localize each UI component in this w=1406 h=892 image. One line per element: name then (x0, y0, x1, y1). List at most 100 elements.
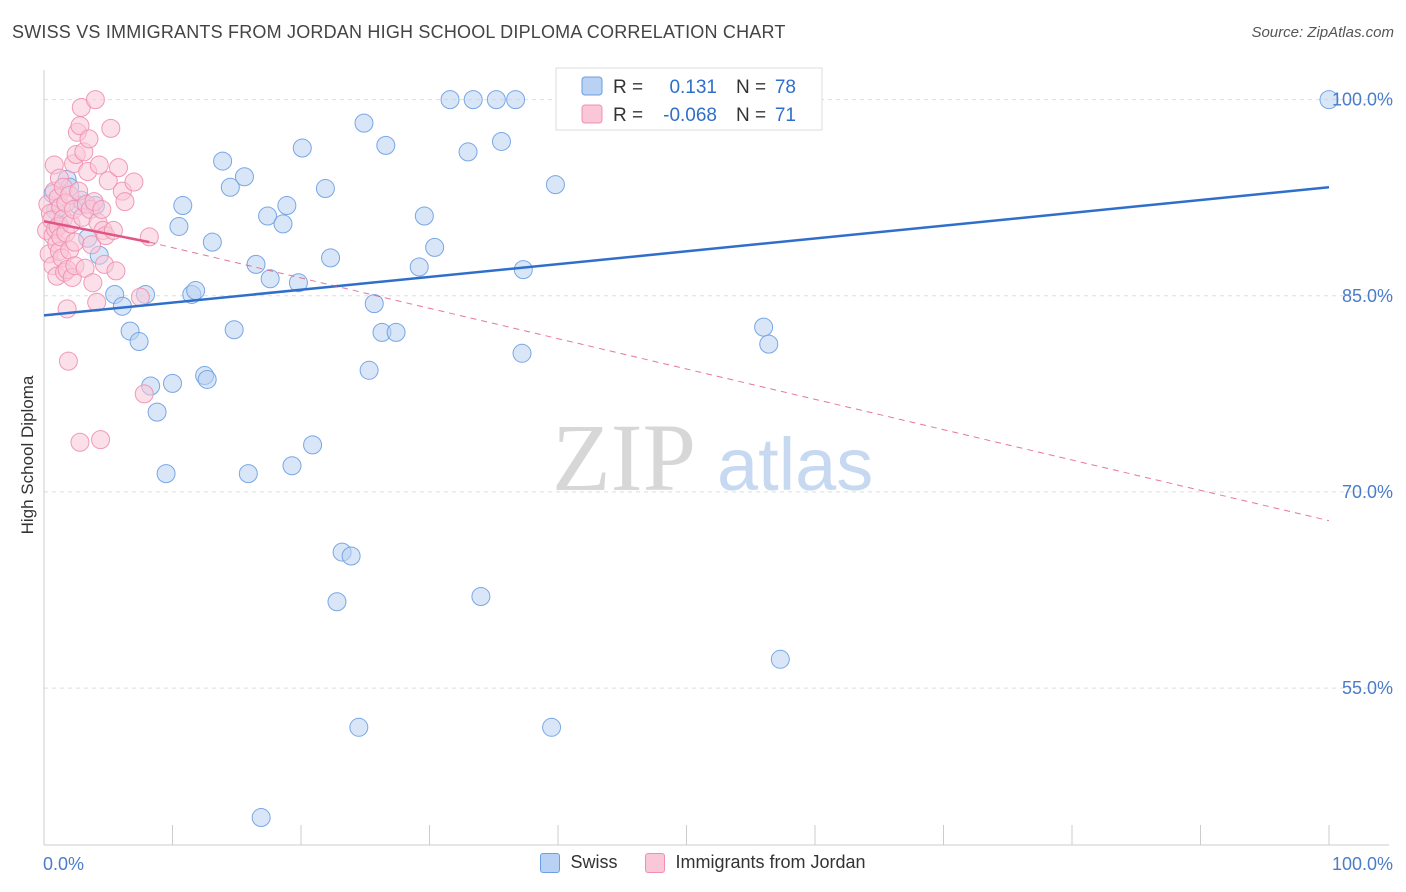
point-swiss-17 (156, 464, 176, 484)
stats-r-label-0: R = (613, 77, 643, 98)
point-swiss-61 (491, 131, 511, 151)
point-jordan-63 (106, 261, 126, 281)
point-swiss-77 (770, 649, 790, 669)
legend-label-1: Immigrants from Jordan (675, 852, 866, 872)
point-jordan-51 (85, 90, 105, 110)
legend-label-0: Swiss (570, 852, 618, 872)
stats-n-label-1: N = (736, 105, 766, 126)
point-swiss-49 (364, 294, 384, 314)
point-swiss-43 (327, 592, 347, 612)
point-swiss-24 (197, 369, 217, 389)
y-tick-label-0: 55.0% (1342, 678, 1393, 698)
point-swiss-31 (246, 254, 266, 274)
legend-item-1: Immigrants from Jordan (645, 852, 866, 873)
point-jordan-60 (98, 171, 118, 191)
stats-r-label-1: R = (613, 105, 643, 126)
stats-n-value-1: 71 (775, 105, 796, 126)
point-swiss-52 (386, 322, 406, 342)
stats-r-value-0: 0.131 (669, 77, 717, 98)
point-swiss-42 (321, 248, 341, 268)
point-swiss-34 (260, 269, 280, 289)
stats-n-label-0: N = (736, 77, 766, 98)
source-label: Source: ZipAtlas.com (1251, 24, 1394, 41)
point-swiss-19 (169, 216, 189, 236)
point-swiss-57 (458, 142, 478, 162)
point-swiss-59 (471, 587, 491, 607)
stats-legend-swatch-1 (581, 104, 603, 124)
watermark: ZIP atlas (552, 404, 873, 511)
point-jordan-67 (124, 172, 144, 192)
point-swiss-46 (349, 717, 369, 737)
point-swiss-20 (173, 196, 193, 216)
point-swiss-30 (238, 464, 258, 484)
point-swiss-65 (542, 717, 562, 737)
point-swiss-29 (234, 167, 254, 187)
point-swiss-51 (376, 135, 396, 155)
point-jordan-64 (109, 158, 129, 178)
watermark-atlas: atlas (717, 423, 873, 506)
axes (43, 70, 1389, 846)
point-swiss-62 (506, 90, 526, 110)
point-jordan-54 (89, 155, 109, 175)
watermark-zip: ZIP (552, 404, 696, 511)
point-jordan-33 (65, 232, 85, 252)
data-points (37, 90, 1339, 828)
y-tick-label-2: 85.0% (1342, 286, 1393, 306)
point-swiss-64 (513, 260, 533, 280)
point-swiss-78 (1319, 90, 1339, 110)
point-swiss-53 (409, 257, 429, 277)
point-swiss-54 (414, 206, 434, 226)
point-swiss-26 (213, 151, 233, 171)
stats-legend: R = 0.131 N = 78 R = -0.068 N = 71 (555, 67, 823, 131)
point-swiss-66 (545, 175, 565, 195)
point-swiss-35 (273, 214, 293, 234)
legend-item-0: Swiss (540, 852, 617, 873)
point-jordan-69 (134, 384, 154, 404)
point-jordan-61 (101, 118, 121, 138)
stats-r-value-1: -0.068 (663, 105, 717, 126)
point-jordan-24 (57, 299, 77, 319)
point-swiss-39 (292, 138, 312, 158)
point-swiss-27 (220, 177, 240, 197)
tick-labels: 55.0% 70.0% 85.0% 100.0% 0.0% 100.0% (43, 90, 1393, 874)
point-swiss-60 (486, 90, 506, 110)
point-swiss-25 (202, 232, 222, 252)
y-tick-label-3: 100.0% (1332, 90, 1393, 110)
point-swiss-56 (440, 90, 460, 110)
legend-swatch-0 (540, 852, 561, 873)
point-jordan-55 (91, 430, 111, 450)
point-swiss-18 (163, 373, 182, 393)
point-jordan-70 (139, 227, 159, 247)
point-swiss-33 (258, 206, 278, 226)
grid-lines (44, 99, 1389, 689)
point-swiss-63 (512, 343, 532, 363)
point-swiss-13 (129, 332, 149, 352)
x-tick-label-1: 100.0% (1332, 854, 1393, 874)
point-swiss-45 (341, 546, 361, 566)
trend-line-swiss (43, 185, 1330, 317)
point-swiss-28 (224, 320, 244, 340)
point-swiss-55 (425, 237, 445, 257)
point-jordan-39 (70, 432, 90, 452)
point-jordan-48 (82, 235, 102, 255)
point-jordan-26 (58, 351, 78, 371)
point-swiss-40 (303, 435, 323, 455)
point-swiss-47 (354, 113, 374, 133)
trend-line-jordan-dashed (149, 241, 1330, 522)
trend-line-jordan-solid (43, 220, 150, 244)
point-swiss-48 (359, 360, 379, 380)
stats-legend-swatch-0 (581, 76, 603, 96)
point-jordan-66 (115, 192, 135, 212)
x-tick-label-0: 0.0% (43, 854, 84, 874)
point-swiss-36 (277, 196, 297, 216)
point-swiss-32 (251, 808, 271, 828)
trend-lines (43, 185, 1330, 522)
y-tick-label-1: 70.0% (1342, 482, 1393, 502)
point-swiss-58 (463, 90, 483, 110)
point-jordan-49 (83, 273, 103, 293)
series-legend: Swiss Immigrants from Jordan (0, 852, 1406, 873)
chart-title: SWISS VS IMMIGRANTS FROM JORDAN HIGH SCH… (12, 22, 786, 42)
legend-swatch-1 (645, 852, 666, 873)
point-swiss-37 (282, 456, 302, 476)
